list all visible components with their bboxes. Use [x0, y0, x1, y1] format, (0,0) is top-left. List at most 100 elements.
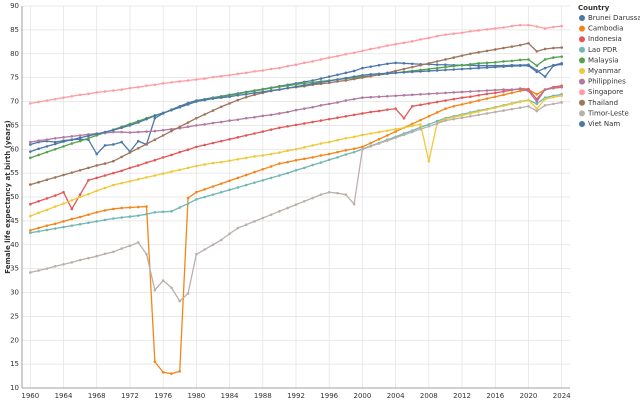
point: [552, 63, 555, 67]
point: [62, 190, 65, 194]
point: [70, 142, 74, 145]
y-tick-label: 30: [10, 289, 19, 297]
point: [37, 199, 40, 203]
point: [452, 117, 456, 121]
point: [344, 99, 348, 102]
point: [103, 90, 107, 93]
point: [518, 23, 522, 27]
point: [95, 91, 99, 94]
point: [228, 102, 231, 105]
point: [319, 104, 323, 107]
point: [120, 155, 123, 159]
point: [45, 224, 49, 227]
point: [161, 128, 165, 132]
point: [95, 164, 99, 167]
point: [219, 182, 223, 185]
point: [70, 94, 74, 98]
point: [394, 42, 397, 46]
point: [452, 97, 456, 101]
point: [53, 97, 57, 101]
point: [228, 137, 231, 141]
point: [327, 81, 331, 85]
point: [485, 92, 489, 96]
point: [112, 130, 115, 134]
point: [62, 136, 65, 139]
point: [62, 145, 65, 148]
point: [535, 93, 539, 96]
point: [344, 115, 348, 118]
point: [170, 170, 173, 173]
point: [386, 44, 389, 47]
point: [327, 140, 331, 144]
point: [95, 210, 99, 214]
point: [410, 130, 414, 134]
point: [477, 29, 480, 32]
legend-swatch: [579, 46, 585, 53]
point: [444, 63, 447, 67]
point: [303, 146, 306, 149]
point: [87, 192, 90, 196]
point: [53, 264, 57, 268]
point: [327, 56, 331, 59]
y-tick-label: 25: [10, 312, 19, 320]
point: [103, 209, 107, 212]
point: [394, 71, 397, 75]
legend-swatch: [579, 99, 585, 106]
point: [502, 60, 505, 63]
point: [469, 30, 472, 33]
point: [244, 95, 248, 99]
point: [112, 89, 115, 92]
point: [402, 62, 406, 65]
point: [419, 70, 422, 73]
point: [410, 40, 414, 43]
point: [136, 146, 140, 150]
point: [278, 162, 281, 165]
point: [203, 195, 206, 199]
x-tick-label: 1964: [55, 392, 73, 400]
point: [427, 102, 431, 105]
point: [410, 124, 414, 128]
point: [136, 121, 140, 124]
point: [469, 115, 472, 118]
point: [294, 63, 298, 67]
point: [394, 107, 397, 110]
y-tick-label: 70: [10, 98, 19, 106]
point: [469, 52, 472, 56]
legend-label: Philippines: [588, 78, 626, 86]
point: [294, 108, 298, 112]
point: [95, 254, 99, 258]
point: [37, 100, 40, 104]
point: [45, 178, 49, 182]
point: [327, 75, 331, 78]
point: [228, 119, 231, 122]
point: [78, 168, 82, 172]
point: [195, 198, 198, 201]
point: [352, 77, 356, 81]
point: [419, 118, 422, 122]
point: [327, 190, 331, 194]
point: [369, 72, 373, 76]
point: [311, 144, 314, 147]
point: [45, 150, 49, 154]
point: [211, 193, 215, 196]
point: [319, 58, 323, 61]
point: [178, 80, 182, 83]
point: [53, 205, 57, 208]
point: [153, 158, 157, 162]
point: [186, 121, 190, 124]
point: [485, 49, 489, 53]
point: [145, 212, 148, 216]
point: [62, 202, 65, 205]
point: [219, 74, 223, 78]
point: [261, 88, 265, 91]
point: [112, 207, 115, 211]
point: [435, 69, 439, 72]
legend-swatch: [579, 15, 585, 21]
point: [153, 174, 157, 177]
point: [269, 86, 273, 90]
point: [552, 56, 555, 59]
point: [452, 64, 456, 68]
point: [493, 48, 497, 51]
legend-title: Country: [578, 4, 610, 12]
x-tick-label: 2004: [387, 392, 405, 400]
